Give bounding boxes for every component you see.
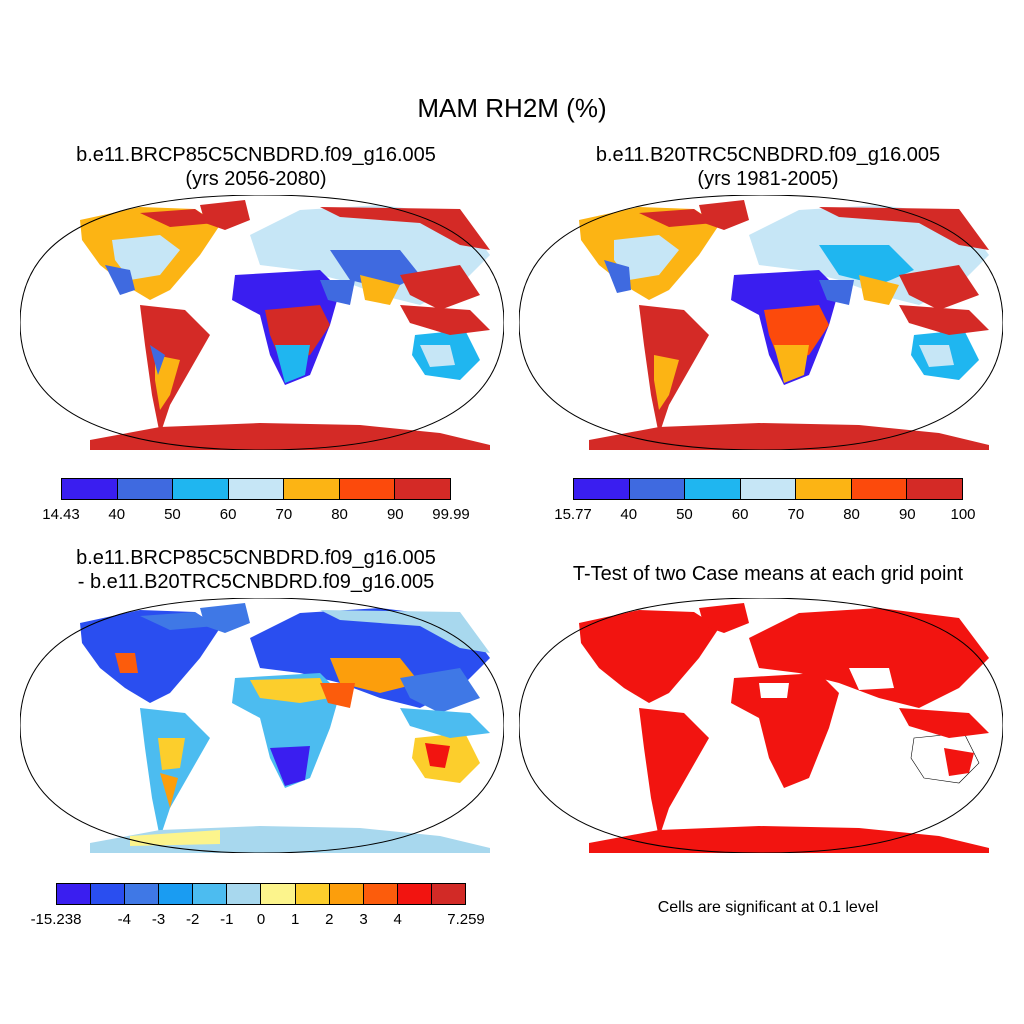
- colorbar-tick-label: 15.77: [554, 506, 592, 523]
- colorbar-swatch: [125, 884, 160, 904]
- colorbar-swatch: [284, 479, 340, 499]
- colorbar-tick-label: 99.99: [432, 506, 470, 523]
- colorbar-tick-label: 100: [950, 506, 976, 523]
- colorbar-swatch: [159, 884, 194, 904]
- colorbar-tick-label: 80: [843, 506, 860, 523]
- map-ttest-significance: [519, 598, 1003, 853]
- panel-title-line1: b.e11.B20TRC5CNBDRD.f09_g16.005: [595, 144, 941, 166]
- colorbar-tick-label: 1: [290, 911, 300, 928]
- map-border: [519, 598, 1003, 853]
- colorbar-tick-label: 60: [731, 506, 749, 523]
- colorbar-swatch: [740, 479, 797, 499]
- map-field: [20, 195, 504, 450]
- colorbar-labels-top-left: 14.43 40 50 60 70 80 90 99.99: [42, 506, 470, 526]
- colorbar-tick-label: 70: [787, 506, 805, 523]
- panel-title-top-right: b.e11.B20TRC5CNBDRD.f09_g16.005 (yrs 198…: [512, 143, 1024, 191]
- colorbar-tick-label: 40: [620, 506, 638, 523]
- colorbar-tick-label: 2: [325, 911, 334, 928]
- map-difference-rh2m: [20, 598, 504, 853]
- colorbar-tick-label: 70: [275, 506, 293, 523]
- colorbar-tick-label: 90: [898, 506, 916, 523]
- colorbar-tick-label: 0: [256, 911, 266, 928]
- colorbar-swatch: [57, 884, 92, 904]
- colorbar-swatch: [395, 479, 451, 499]
- colorbar-swatch: [173, 479, 229, 499]
- colorbar-tick-label: -2: [185, 911, 200, 928]
- panel-title-line1: b.e11.BRCP85C5CNBDRD.f09_g16.005: [76, 547, 436, 569]
- significance-note: Cells are significant at 0.1 level: [657, 899, 879, 916]
- map-border: [519, 195, 1003, 450]
- colorbar-top-right: [573, 478, 963, 500]
- colorbar-labels-bottom-left: -15.238 -4 -3 -2 -1 0 1 2 3 4 7.259: [31, 911, 485, 931]
- colorbar-tick-label: 90: [386, 506, 404, 523]
- colorbar-tick-label: 80: [331, 506, 348, 523]
- region-north-america: [80, 610, 220, 703]
- panel-title-line1: T-Test of two Case means at each grid po…: [572, 563, 964, 585]
- colorbar-swatch: [62, 479, 118, 499]
- colorbar-labels-top-right: 15.77 40 50 60 70 80 90 100: [554, 506, 975, 526]
- colorbar-swatch: [261, 884, 296, 904]
- colorbar-swatch: [91, 884, 126, 904]
- main-title: MAM RH2M (%): [417, 93, 607, 123]
- panel-title-bottom-left: b.e11.BRCP85C5CNBDRD.f09_g16.005 - b.e11…: [0, 546, 512, 594]
- region-antarctica: [589, 423, 989, 450]
- region-north-america: [579, 610, 719, 703]
- colorbar-swatch: [796, 479, 852, 499]
- colorbar-bottom-left: [56, 883, 466, 905]
- region-antarctica: [589, 826, 989, 853]
- colorbar-swatch: [117, 479, 174, 499]
- colorbar-swatch: [907, 479, 963, 499]
- region-eurasia: [749, 608, 989, 708]
- colorbar-tick-label: 40: [108, 506, 126, 523]
- colorbar-swatch: [227, 884, 262, 904]
- colorbar-swatch: [851, 479, 908, 499]
- region-south-america: [140, 708, 210, 838]
- colorbar-swatch: [363, 884, 398, 904]
- map-field: [519, 598, 1003, 853]
- region-south-america: [639, 708, 709, 838]
- colorbar-swatch: [629, 479, 686, 499]
- colorbar-tick-label: 3: [359, 911, 368, 928]
- panel-title-line1: b.e11.BRCP85C5CNBDRD.f09_g16.005: [76, 144, 436, 166]
- region-antarctica: [90, 423, 490, 450]
- colorbar-tick-label: -1: [220, 911, 234, 928]
- colorbar-tick-label: 60: [219, 506, 237, 523]
- colorbar-swatch: [397, 884, 432, 904]
- panel-title-line2: (yrs 1981-2005): [697, 168, 839, 190]
- colorbar-swatch: [193, 884, 228, 904]
- colorbar-tick-label: 14.43: [42, 506, 80, 523]
- panel-title-line2: (yrs 2056-2080): [185, 168, 327, 190]
- region-africa: [232, 673, 340, 788]
- colorbar-swatch: [228, 479, 285, 499]
- map-field: [20, 598, 504, 853]
- map-historical-rh2m: [519, 195, 1003, 450]
- colorbar-tick-label: -4: [117, 911, 131, 928]
- panel-title-bottom-right: T-Test of two Case means at each grid po…: [512, 562, 1024, 586]
- colorbar-top-left: [61, 478, 451, 500]
- panel-title-top-left: b.e11.BRCP85C5CNBDRD.f09_g16.005 (yrs 20…: [0, 143, 512, 191]
- colorbar-swatch: [339, 479, 396, 499]
- colorbar-swatch: [295, 884, 330, 904]
- colorbar-tick-label: -3: [151, 911, 166, 928]
- region-africa: [731, 673, 839, 788]
- panel-title-line2: - b.e11.B20TRC5CNBDRD.f09_g16.005: [77, 571, 435, 593]
- colorbar-tick-label: -15.238: [30, 911, 82, 928]
- map-border: [20, 598, 504, 853]
- colorbar-swatch: [574, 479, 630, 499]
- map-future-rh2m: [20, 195, 504, 450]
- colorbar-swatch: [329, 884, 364, 904]
- colorbar-swatch: [431, 884, 465, 904]
- map-border: [20, 195, 504, 450]
- colorbar-swatch: [685, 479, 741, 499]
- colorbar-tick-label: 7.259: [447, 911, 485, 928]
- colorbar-tick-label: 4: [393, 911, 402, 928]
- colorbar-tick-label: 50: [676, 506, 693, 523]
- colorbar-tick-label: 50: [164, 506, 181, 523]
- map-field: [519, 195, 1003, 450]
